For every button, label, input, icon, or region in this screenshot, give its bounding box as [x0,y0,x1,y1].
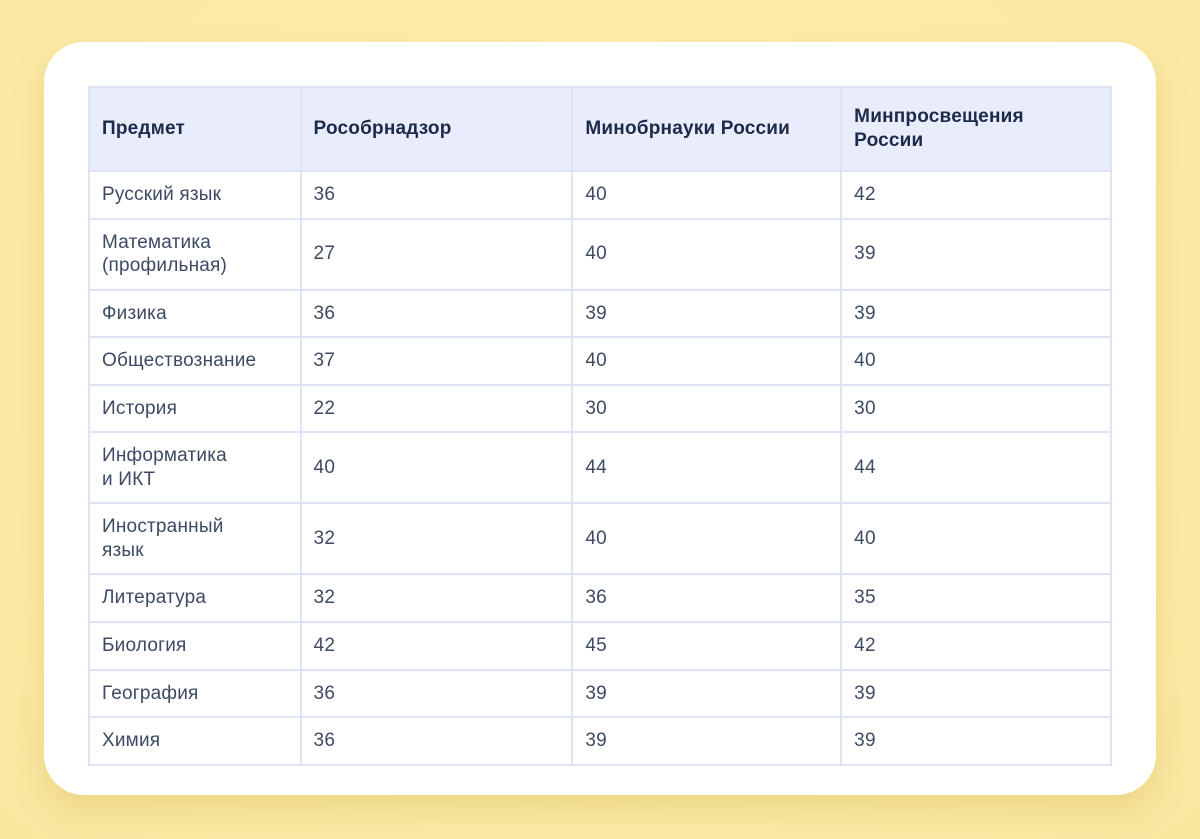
score-cell: 30 [571,383,843,434]
score-cell: 39 [840,217,1112,291]
score-cell: 40 [840,336,1112,386]
score-cell: 44 [840,431,1112,505]
score-cell: 45 [571,621,843,671]
table-row: Иностранный язык 32 40 40 [88,502,1112,576]
table-row: Обществознание 37 40 40 [88,336,1112,386]
table-row: Литература 32 36 35 [88,573,1112,624]
subject-cell: История [88,383,302,434]
table-row: Математика (профильная) 27 40 39 [88,217,1112,291]
header-row: Предмет Рособрнадзор Минобрнауки России … [88,86,1112,172]
score-cell: 36 [299,170,574,220]
table-row: Биология 42 45 42 [88,621,1112,671]
score-cell: 35 [840,573,1112,624]
subject-cell: Литература [88,573,302,624]
score-cell: 42 [299,621,574,671]
score-cell: 27 [299,217,574,291]
score-cell: 44 [571,431,843,505]
score-cell: 37 [299,336,574,386]
score-cell: 22 [299,383,574,434]
subject-cell: Биология [88,621,302,671]
score-cell: 40 [840,502,1112,576]
subject-cell: Обществознание [88,336,302,386]
score-cell: 36 [299,668,574,719]
score-cell: 39 [571,288,843,339]
score-cell: 42 [840,170,1112,220]
table-header: Предмет Рособрнадзор Минобрнауки России … [88,86,1112,172]
column-header-rosobrnadzor: Рособрнадзор [299,86,574,172]
subject-cell: Иностранный язык [88,502,302,576]
score-cell: 36 [299,716,574,766]
score-cell: 30 [840,383,1112,434]
column-header-minprosveshcheniya: Минпросвещения России [840,86,1112,172]
score-cell: 39 [840,668,1112,719]
table-row: Физика 36 39 39 [88,288,1112,339]
table-row: Химия 36 39 39 [88,716,1112,766]
subject-cell: Физика [88,288,302,339]
table-row: География 36 39 39 [88,668,1112,719]
score-cell: 40 [571,502,843,576]
score-cell: 40 [299,431,574,505]
score-cell: 39 [840,288,1112,339]
subject-cell: Информатика и ИКТ [88,431,302,505]
table-row: Русский язык 36 40 42 [88,170,1112,220]
score-cell: 36 [299,288,574,339]
min-scores-table: Предмет Рособрнадзор Минобрнауки России … [88,86,1112,766]
score-cell: 39 [840,716,1112,766]
content-card: Предмет Рособрнадзор Минобрнауки России … [44,42,1156,795]
score-cell: 42 [840,621,1112,671]
score-cell: 40 [571,336,843,386]
subject-cell: Русский язык [88,170,302,220]
table-body: Русский язык 36 40 42 Математика (профильная… [88,170,1112,766]
score-cell: 39 [571,668,843,719]
score-cell: 36 [571,573,843,624]
subject-cell: Химия [88,716,302,766]
subject-cell: География [88,668,302,719]
score-cell: 39 [571,716,843,766]
column-header-subject: Предмет [88,86,302,172]
column-header-minobrnauki: Минобрнауки России [571,86,843,172]
score-cell: 32 [299,502,574,576]
table-row: Информатика и ИКТ 40 44 44 [88,431,1112,505]
table-row: История 22 30 30 [88,383,1112,434]
score-cell: 40 [571,217,843,291]
score-cell: 32 [299,573,574,624]
subject-cell: Математика (профильная) [88,217,302,291]
score-cell: 40 [571,170,843,220]
